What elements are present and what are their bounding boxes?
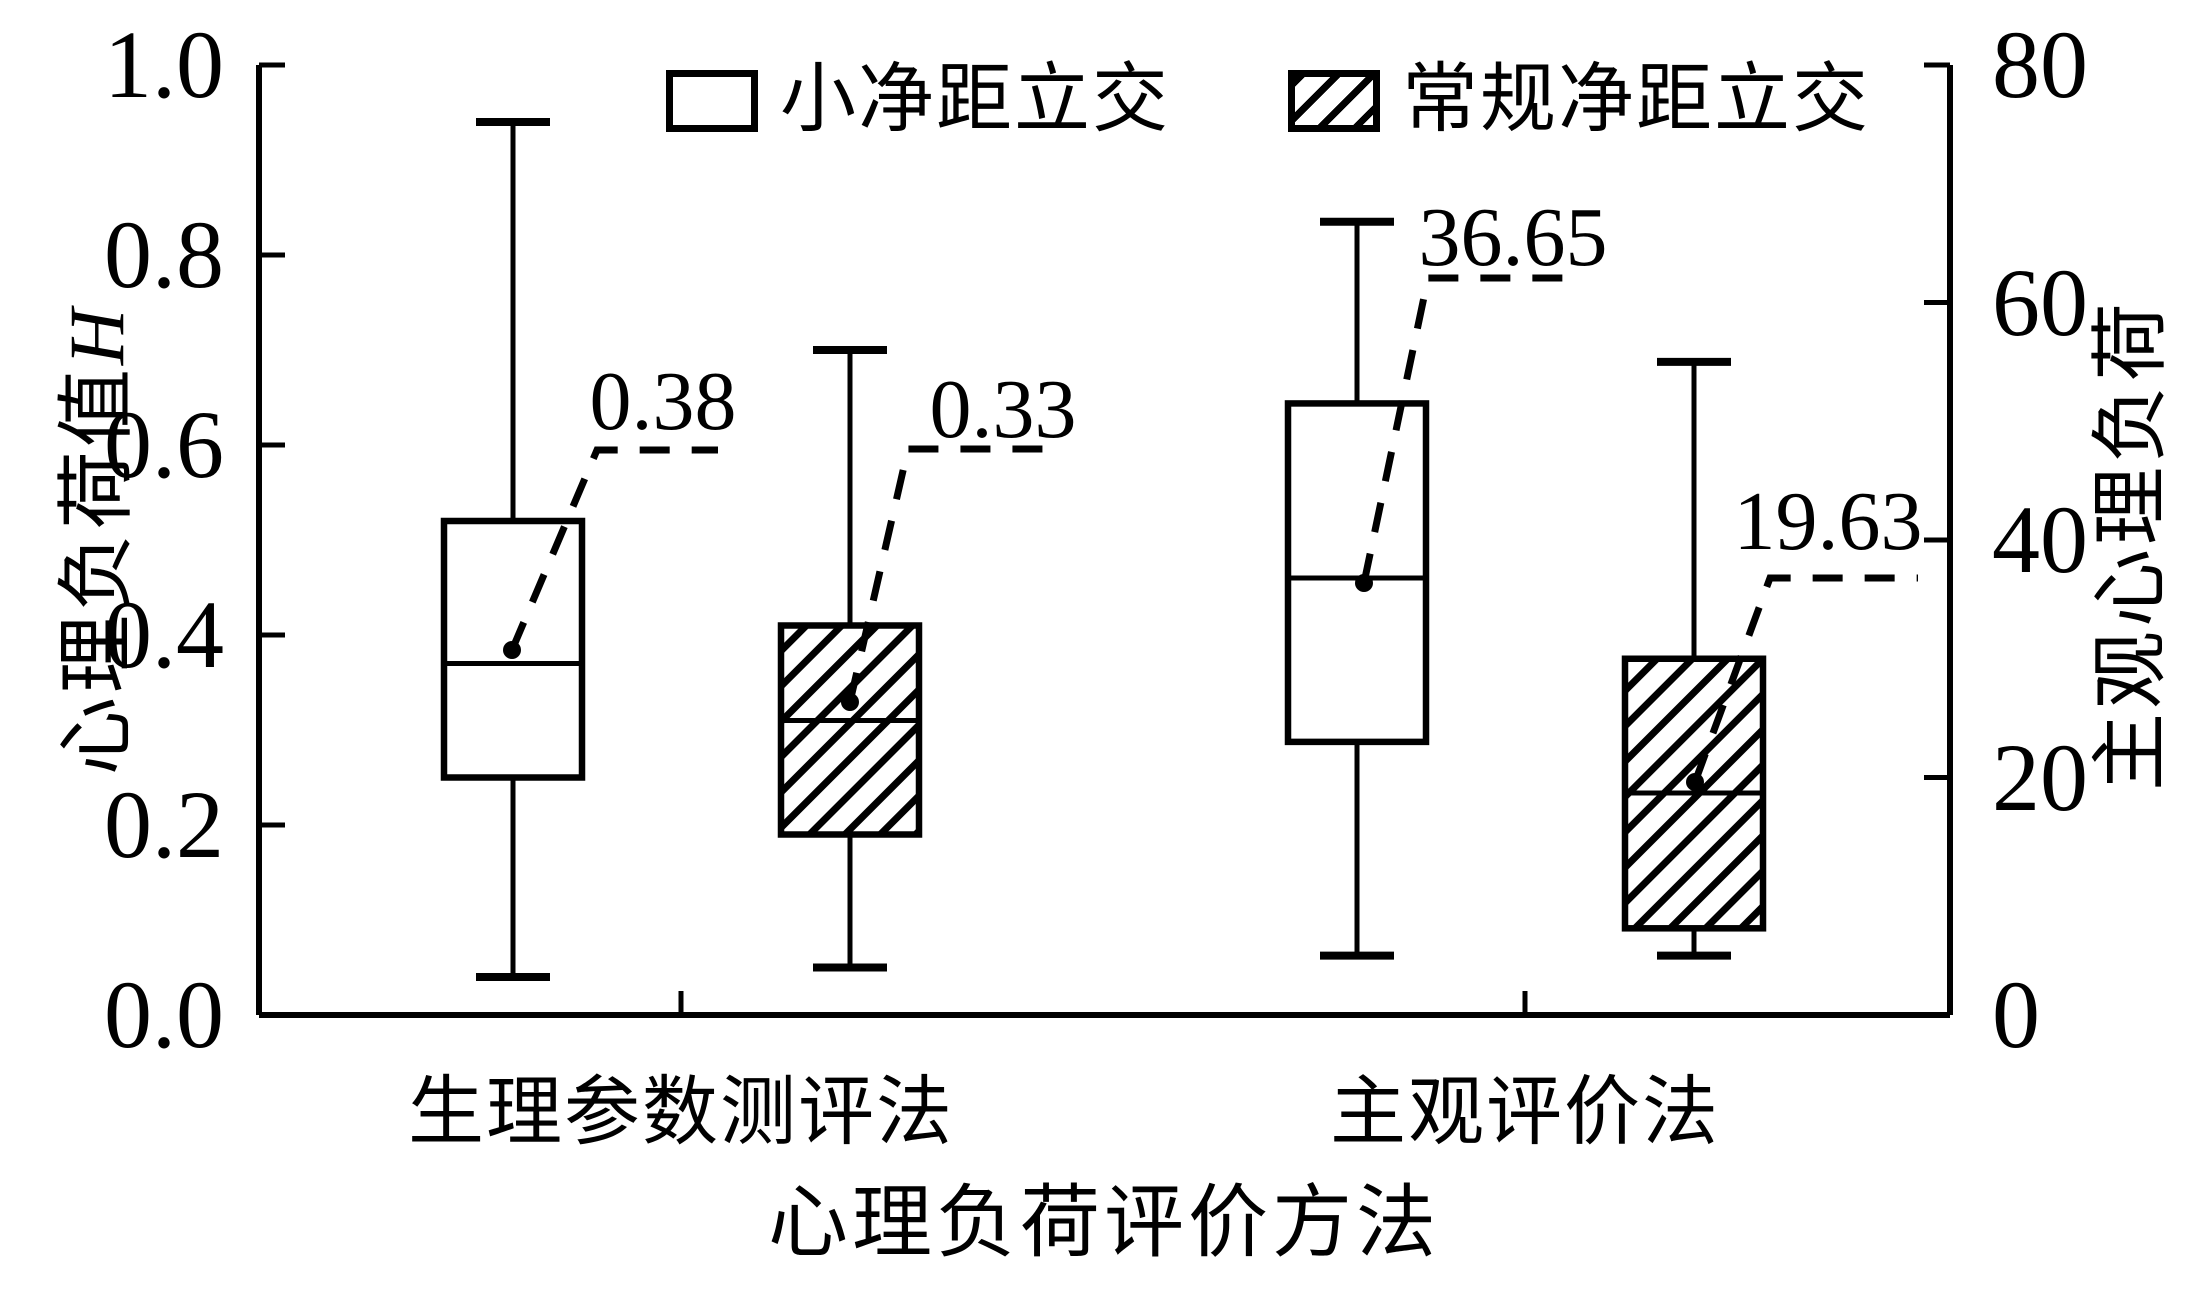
legend: 小净距立交 常规净距立交 [0, 0, 2203, 150]
box-open [1284, 400, 1430, 746]
box-hatched [777, 622, 923, 838]
left-axis-tick-label: 0.6 [104, 391, 224, 498]
mean-annotation-36.65: 36.65 [1418, 191, 1608, 284]
left-axis-title-variable: H [53, 304, 140, 366]
legend-hatched-box-marker-icon [1288, 70, 1380, 132]
mean-annotation-0.33: 0.33 [929, 363, 1077, 456]
right-axis-tick-label: 80 [1992, 11, 2088, 118]
left-axis-title: 心理负荷值H [53, 305, 140, 775]
mean-leader-dashed-line [508, 446, 718, 652]
left-axis-tick-label: 0.0 [104, 961, 224, 1068]
legend-label-normal-clearance: 常规净距立交 [1402, 58, 1870, 142]
right-axis-title: 主观心理负荷 [2087, 298, 2174, 792]
left-axis-tick-label: 1.0 [104, 11, 224, 118]
mean-marker-dot [841, 693, 859, 711]
x-axis-title: 心理负荷评价方法 [768, 1180, 1440, 1268]
mean-annotation-0.38: 0.38 [589, 355, 737, 448]
category-label-subjective: 主观评价法 [1330, 1071, 1720, 1155]
right-axis-tick-label: 60 [1992, 248, 2088, 356]
left-axis-tick-label: 0.8 [104, 201, 224, 308]
mean-marker-dot [503, 641, 521, 659]
mean-marker-dot [1355, 574, 1373, 592]
left-axis-tick-label: 0.2 [104, 771, 224, 878]
mean-leader-dashed-line [1691, 574, 1918, 784]
legend-label-small-clearance: 小净距立交 [780, 58, 1170, 142]
category-label-physiological: 生理参数测评法 [408, 1071, 954, 1155]
right-axis-tick-label: 20 [1992, 723, 2088, 831]
right-axis-tick-label: 0 [1992, 961, 2040, 1068]
left-axis-title-text: 心理负荷值 [53, 365, 140, 776]
legend-open-box-marker-icon [666, 70, 758, 132]
mean-marker-dot [1686, 773, 1704, 791]
left-axis-tick-label: 0.4 [104, 581, 224, 688]
mean-annotation-19.63: 19.63 [1733, 475, 1923, 568]
right-axis-tick-label: 40 [1992, 486, 2088, 593]
